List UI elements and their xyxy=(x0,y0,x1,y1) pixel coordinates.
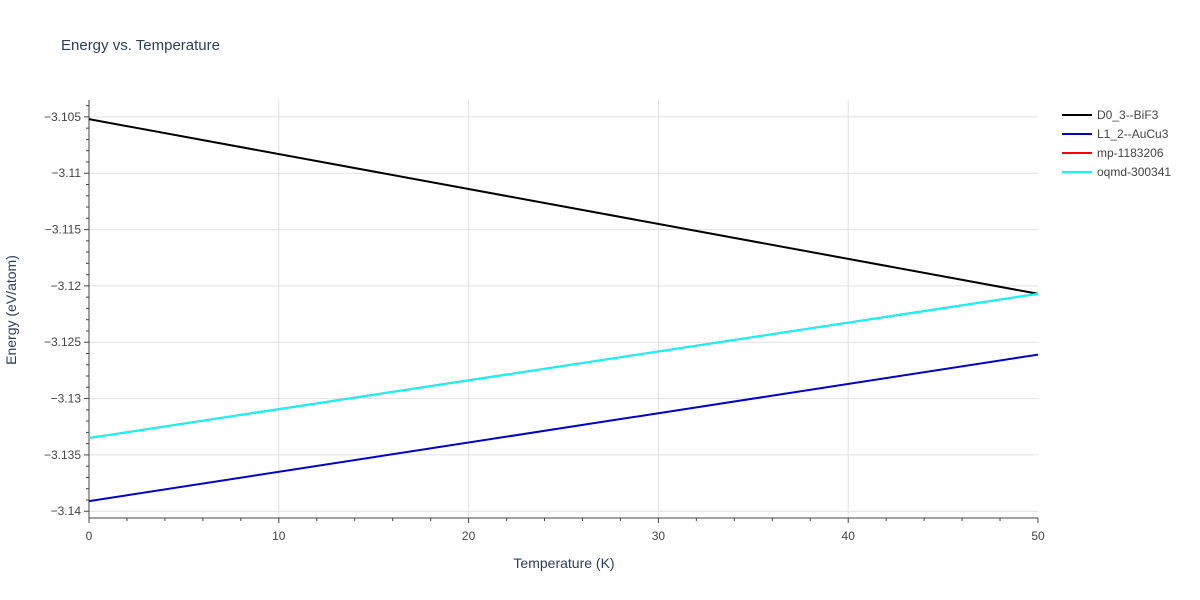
x-tick-label: 30 xyxy=(652,529,666,543)
y-tick-label: −3.115 xyxy=(45,223,81,237)
y-tick-label: −3.125 xyxy=(44,335,81,349)
y-tick-label: −3.11 xyxy=(52,166,82,180)
chart-title: Energy vs. Temperature xyxy=(61,37,220,54)
x-axis-title: Temperature (K) xyxy=(513,555,614,571)
x-tick-label: 20 xyxy=(462,529,476,543)
y-tick-label: −3.105 xyxy=(44,110,81,124)
y-tick-label: −3.12 xyxy=(51,279,82,293)
x-tick-label: 50 xyxy=(1031,529,1045,543)
x-tick-label: 0 xyxy=(86,529,93,543)
series-line-L1_2--AuCu3 xyxy=(88,353,1039,503)
x-tick-label: 40 xyxy=(842,529,856,543)
grid xyxy=(89,100,1038,518)
series-layer xyxy=(88,118,1039,503)
x-tick-label: 10 xyxy=(272,529,286,543)
axes: 0 10 20 30 40 50 −3.105 −3.11 −3.115 −3.12 −3.125 −… xyxy=(44,100,1045,543)
legend-item[interactable]: mp-1183206 xyxy=(1062,146,1164,160)
legend-label: oqmd-300341 xyxy=(1097,165,1171,179)
legend-item[interactable]: L1_2--AuCu3 xyxy=(1062,127,1169,141)
series-line-D0_3--BiF3 xyxy=(88,118,1039,295)
legend-item[interactable]: oqmd-300341 xyxy=(1062,165,1171,179)
y-tick-label: −3.14 xyxy=(51,504,82,518)
y-tick-label: −3.13 xyxy=(51,392,82,406)
legend-item[interactable]: D0_3--BiF3 xyxy=(1062,108,1159,122)
y-tick-label: −3.135 xyxy=(44,448,81,462)
legend-label: L1_2--AuCu3 xyxy=(1097,127,1169,141)
y-axis-title: Energy (eV/atom) xyxy=(3,255,19,365)
legend-label: mp-1183206 xyxy=(1097,146,1164,160)
legend[interactable]: D0_3--BiF3 L1_2--AuCu3 mp-1183206 oqmd-3003… xyxy=(1062,108,1171,179)
series-line-oqmd-300341 xyxy=(88,292,1039,439)
legend-label: D0_3--BiF3 xyxy=(1097,108,1159,122)
